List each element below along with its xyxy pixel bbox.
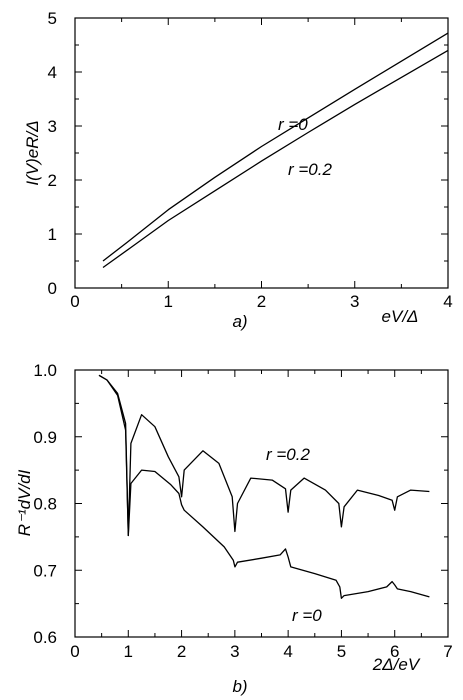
- panel-a-x-axis-label: eV/Δ: [382, 307, 419, 326]
- panel-a-chart: 0 1 2 3 4 0 1 2 3 4 5 eV/Δ I(V)eR/Δ a) r =0 r =0.2: [23, 9, 453, 331]
- panel-b-series-line-r-0-2: [98, 374, 430, 537]
- panel-b-y-tick-label: 0.7: [33, 561, 57, 580]
- panel-b-y-tick-label: 0.8: [33, 495, 57, 514]
- panel-a-y-tick-label: 0: [48, 279, 57, 298]
- panel-b-label: b): [232, 677, 247, 696]
- panel-a-series-line-r-0: [102, 32, 449, 262]
- panel-b-x-tick-label: 5: [337, 642, 346, 661]
- panel-b-x-tick-label: 7: [443, 642, 452, 661]
- panel-b-x-tick-label: 6: [390, 642, 399, 661]
- panel-a-y-tick-label: 2: [48, 171, 57, 190]
- panel-b-y-axis-label: R⁻¹dV/dI: [15, 469, 34, 536]
- panel-b-x-axis-label: 2Δ/eV: [372, 655, 421, 674]
- panel-b-series-label-r-0-2: r =0.2: [266, 445, 310, 464]
- panel-a-x-tick-label: 4: [443, 292, 452, 311]
- panel-a-y-tick-label: 3: [48, 117, 57, 136]
- panel-b-series-label-r-0: r =0: [292, 606, 322, 625]
- panel-b-x-tick-label: 4: [283, 642, 292, 661]
- panel-b-y-tick-label: 0.9: [33, 428, 57, 447]
- panel-b-x-tick-label: 2: [177, 642, 186, 661]
- panel-b-x-tick-label: 1: [124, 642, 133, 661]
- panel-a-series-label-r-0-2: r =0.2: [288, 160, 332, 179]
- panel-a-y-tick-label: 4: [48, 63, 57, 82]
- panel-b-frame: [74, 369, 449, 638]
- panel-a-x-tick-label: 2: [257, 292, 266, 311]
- panel-b-x-tick-label: 3: [230, 642, 239, 661]
- panel-a-x-tick-label: 1: [164, 292, 173, 311]
- panel-b-y-tick-label: 1.0: [33, 361, 57, 380]
- panel-a-y-tick-label: 1: [48, 225, 57, 244]
- panel-a-x-tick-label: 0: [70, 292, 79, 311]
- panel-b-x-tick-label: 0: [70, 642, 79, 661]
- panel-a-y-axis-label: I(V)eR/Δ: [23, 120, 42, 185]
- panel-a-label: a): [232, 312, 247, 331]
- panel-b-series-line-r-0: [98, 374, 430, 599]
- panel-a-series-line-r-0-2: [102, 49, 449, 269]
- panel-b-y-tick-label: 0.6: [33, 628, 57, 647]
- panel-a-series-label-r-0: r =0: [278, 115, 308, 134]
- panel-a-x-tick-label: 3: [350, 292, 359, 311]
- panel-a-y-tick-label: 5: [48, 9, 57, 28]
- panel-b-chart: 0 1 2 3 4 5 6 7 0.6 0.7 0.8 0.9 1.0 2Δ/eV R⁻¹dV/dI b) r …: [15, 361, 453, 696]
